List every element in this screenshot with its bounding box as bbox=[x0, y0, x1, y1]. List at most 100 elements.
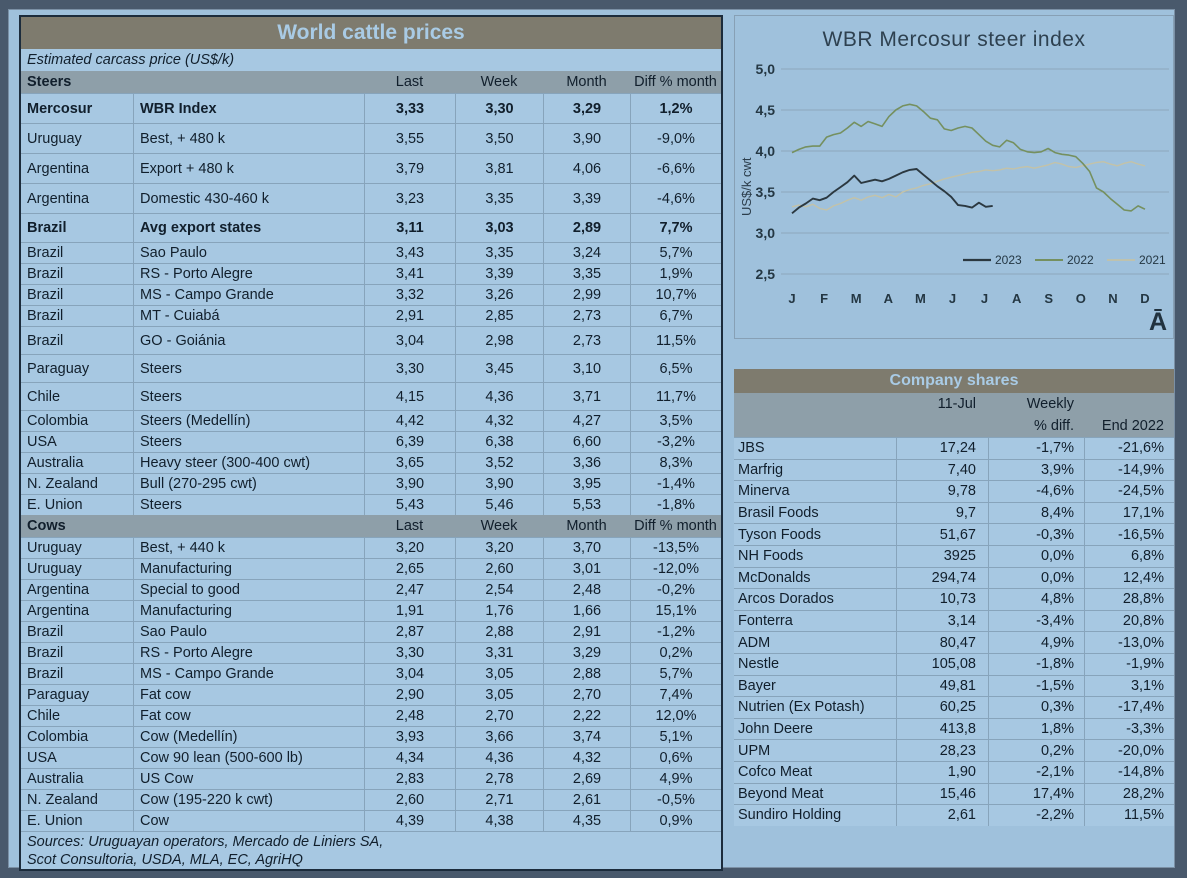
cell-week: 3,81 bbox=[455, 154, 543, 183]
cell-diff: 7,4% bbox=[630, 685, 721, 705]
cell-item: Steers bbox=[133, 495, 364, 515]
table-row: Colombia Cow (Medellín) 3,93 3,66 3,74 5,1% bbox=[21, 726, 721, 747]
world-cattle-prices-panel: World cattle prices Estimated carcass pr… bbox=[19, 15, 723, 871]
table-row: E. Union Steers 5,43 5,46 5,53 -1,8% bbox=[21, 494, 721, 515]
cell-weekly-diff: -1,8% bbox=[988, 653, 1084, 675]
cell-price: 10,73 bbox=[896, 589, 988, 610]
cell-company: Cofco Meat bbox=[738, 764, 813, 781]
table-row: Brazil MS - Campo Grande 3,04 3,05 2,88 5,7% bbox=[21, 663, 721, 684]
cell-end-2022: -14,8% bbox=[1084, 761, 1174, 783]
cell-country: Brazil bbox=[27, 624, 64, 640]
cell-month: 1,66 bbox=[543, 601, 630, 621]
cell-last: 3,11 bbox=[364, 214, 455, 242]
cell-item: GO - Goiánia bbox=[133, 327, 364, 354]
cell-country: Mercosur bbox=[27, 100, 93, 117]
cell-last: 3,23 bbox=[364, 184, 455, 213]
cell-country: Argentina bbox=[27, 160, 90, 177]
table-row: Minerva 9,78 -4,6% -24,5% bbox=[734, 480, 1174, 502]
cell-end-2022: -1,9% bbox=[1084, 653, 1174, 675]
cell-diff: 0,6% bbox=[630, 748, 721, 768]
cell-country: Brazil bbox=[27, 308, 64, 324]
cell-diff: -0,2% bbox=[630, 580, 721, 600]
cell-price: 15,46 bbox=[896, 783, 988, 805]
table-row: Tyson Foods 51,67 -0,3% -16,5% bbox=[734, 523, 1174, 545]
cell-country: E. Union bbox=[27, 813, 83, 829]
cell-diff: -3,2% bbox=[630, 432, 721, 452]
cell-last: 3,20 bbox=[364, 538, 455, 558]
cell-last: 6,39 bbox=[364, 432, 455, 452]
cell-price: 1,90 bbox=[896, 761, 988, 783]
cell-item: MS - Campo Grande bbox=[133, 285, 364, 305]
cell-item: Sao Paulo bbox=[133, 243, 364, 263]
cell-item: Special to good bbox=[133, 580, 364, 600]
line-2023 bbox=[791, 168, 993, 215]
cell-month: 3,10 bbox=[543, 355, 630, 382]
cell-price: 3,14 bbox=[896, 610, 988, 632]
chart-title: WBR Mercosur steer index bbox=[822, 28, 1086, 51]
cell-item: RS - Porto Alegre bbox=[133, 264, 364, 284]
watermark-glyph: Ā bbox=[1149, 308, 1167, 336]
cell-end-2022: 12,4% bbox=[1084, 567, 1174, 589]
cell-last: 2,65 bbox=[364, 559, 455, 579]
column-header-row: Steers Last Week Month Diff % month bbox=[21, 71, 721, 93]
cell-last: 3,55 bbox=[364, 124, 455, 153]
cell-item: MT - Cuiabá bbox=[133, 306, 364, 326]
cell-end-2022: -17,4% bbox=[1084, 697, 1174, 718]
cell-week: 3,90 bbox=[455, 474, 543, 494]
cell-country: Brazil bbox=[27, 332, 64, 349]
column-header-0: Last bbox=[395, 518, 424, 534]
table-row: Nestle 105,08 -1,8% -1,9% bbox=[734, 652, 1174, 675]
cell-country: Brazil bbox=[27, 287, 64, 303]
cell-diff: 5,7% bbox=[630, 243, 721, 263]
table-row: Fonterra 3,14 -3,4% 20,8% bbox=[734, 609, 1174, 632]
cell-weekly-diff: -0,3% bbox=[988, 524, 1084, 545]
cell-country: Chile bbox=[27, 388, 61, 405]
cell-country: Colombia bbox=[27, 413, 89, 429]
cell-end-2022: -14,9% bbox=[1084, 459, 1174, 481]
cell-end-2022: -24,5% bbox=[1084, 481, 1174, 502]
table-row: Chile Steers 4,15 4,36 3,71 11,7% bbox=[21, 382, 721, 410]
cell-month: 4,06 bbox=[543, 154, 630, 183]
cell-month: 2,22 bbox=[543, 706, 630, 726]
cell-month: 3,35 bbox=[543, 264, 630, 284]
cell-week: 2,70 bbox=[455, 706, 543, 726]
cell-week: 6,38 bbox=[455, 432, 543, 452]
table-row: John Deere 413,8 1,8% -3,3% bbox=[734, 717, 1174, 740]
cell-price: 7,40 bbox=[896, 459, 988, 481]
cell-last: 2,47 bbox=[364, 580, 455, 600]
table-row: Paraguay Fat cow 2,90 3,05 2,70 7,4% bbox=[21, 684, 721, 705]
cell-week: 2,85 bbox=[455, 306, 543, 326]
cell-end-2022: -21,6% bbox=[1084, 438, 1174, 459]
table-row: Bayer 49,81 -1,5% 3,1% bbox=[734, 674, 1174, 697]
cell-item: US Cow bbox=[133, 769, 364, 789]
x-tick-label: M bbox=[851, 291, 862, 306]
cell-month: 3,95 bbox=[543, 474, 630, 494]
cell-diff: 0,2% bbox=[630, 643, 721, 663]
cell-week: 2,60 bbox=[455, 559, 543, 579]
table-row: Brazil MS - Campo Grande 3,32 3,26 2,99 10,7% bbox=[21, 284, 721, 305]
cell-price: 413,8 bbox=[896, 718, 988, 740]
cell-diff: 0,9% bbox=[630, 811, 721, 831]
cell-month: 5,53 bbox=[543, 495, 630, 515]
world-cattle-prices-titlebar: World cattle prices bbox=[21, 17, 721, 49]
cell-country: Australia bbox=[27, 771, 84, 787]
table-row: Brazil Sao Paulo 2,87 2,88 2,91 -1,2% bbox=[21, 621, 721, 642]
table-row: USA Steers 6,39 6,38 6,60 -3,2% bbox=[21, 431, 721, 452]
cell-country: Paraguay bbox=[27, 360, 90, 377]
cell-week: 3,35 bbox=[455, 243, 543, 263]
cell-month: 2,69 bbox=[543, 769, 630, 789]
steer-index-chart: WBR Mercosur steer index 5,0 4,5 4,0 3,5 3,0… bbox=[734, 15, 1174, 339]
cell-last: 3,65 bbox=[364, 453, 455, 473]
column-header-weekly: Weekly bbox=[1026, 396, 1074, 412]
column-header-0: Last bbox=[395, 74, 424, 90]
cell-diff: -1,4% bbox=[630, 474, 721, 494]
cell-item: Manufacturing bbox=[133, 601, 364, 621]
table-row: Argentina Manufacturing 1,91 1,76 1,66 15,1% bbox=[21, 600, 721, 621]
cell-week: 3,35 bbox=[455, 184, 543, 213]
cell-price: 17,24 bbox=[896, 438, 988, 459]
cell-week: 4,36 bbox=[455, 748, 543, 768]
table-row: Argentina Domestic 430-460 k 3,23 3,35 3,39-… bbox=[21, 183, 721, 213]
column-header-row: Cows Last Week Month Diff % month bbox=[21, 515, 721, 537]
cell-weekly-diff: -4,6% bbox=[988, 481, 1084, 502]
cell-last: 3,33 bbox=[364, 94, 455, 123]
